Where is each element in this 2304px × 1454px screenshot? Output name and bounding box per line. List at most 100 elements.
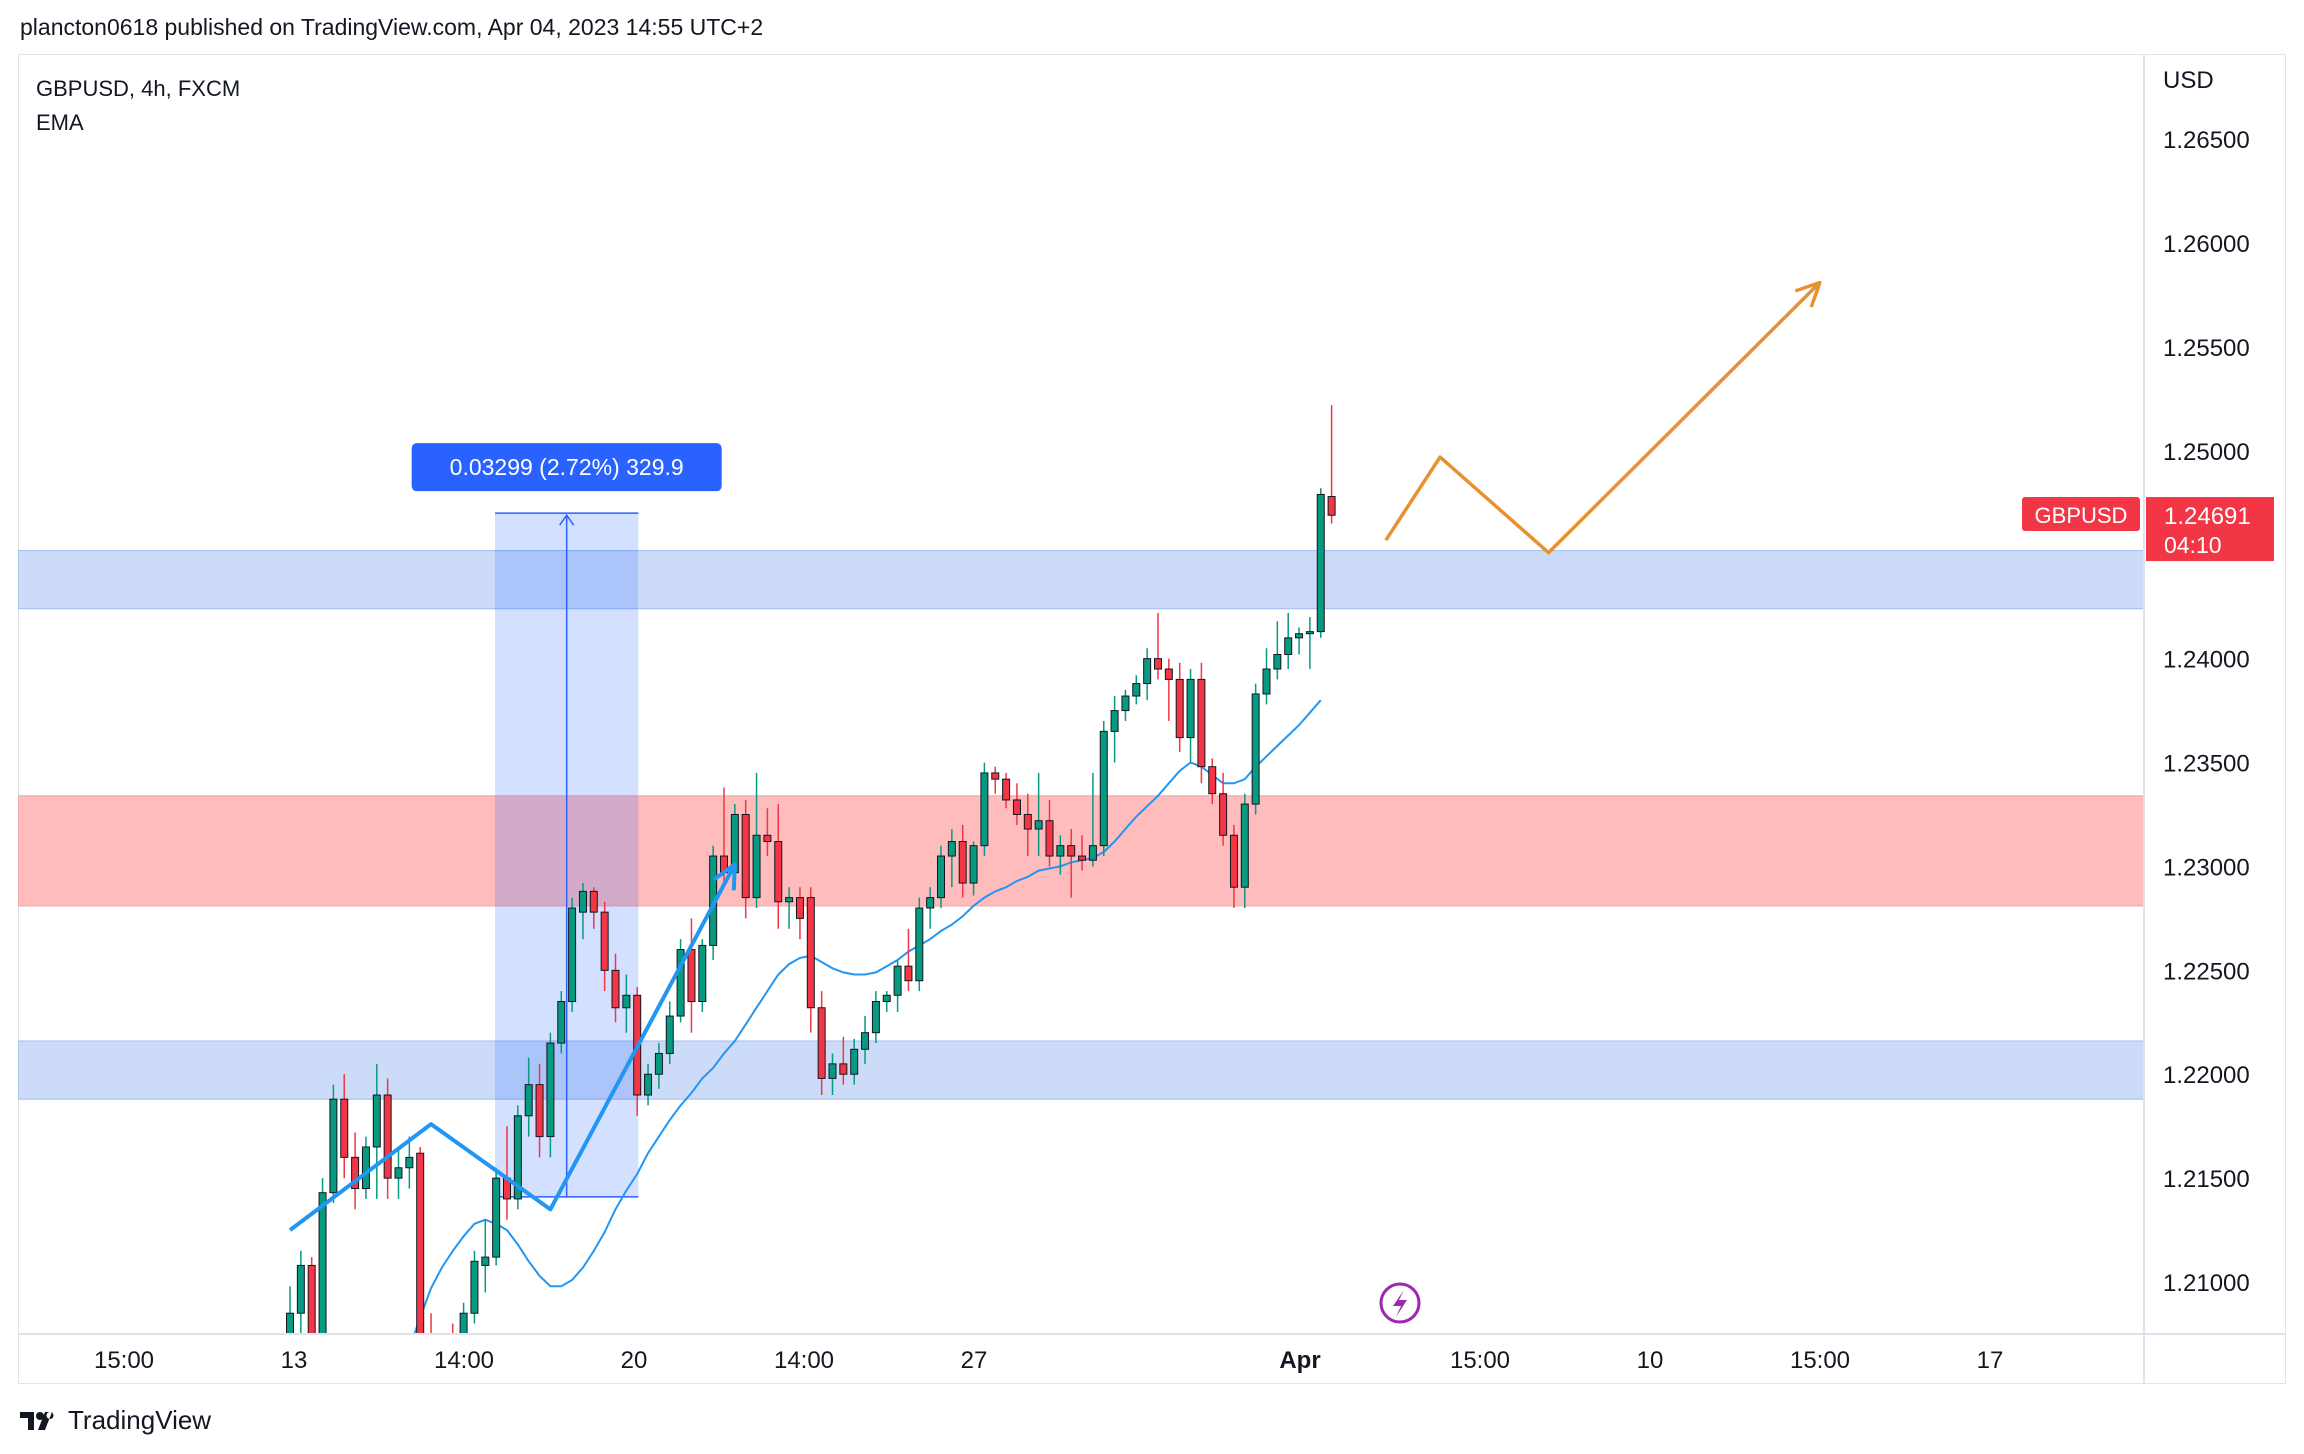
candle[interactable] xyxy=(524,1057,533,1137)
candle[interactable] xyxy=(1154,612,1162,680)
candle[interactable] xyxy=(1175,662,1184,753)
candle[interactable] xyxy=(578,883,587,940)
candle[interactable] xyxy=(1002,772,1011,809)
lightning-event-icon[interactable] xyxy=(1379,1282,1421,1324)
candle[interactable] xyxy=(752,772,761,908)
candle[interactable] xyxy=(980,762,989,857)
candle[interactable] xyxy=(882,991,891,1012)
candle[interactable] xyxy=(1262,648,1271,705)
candle[interactable] xyxy=(969,841,978,896)
candle[interactable] xyxy=(1251,683,1260,815)
candle[interactable] xyxy=(1078,835,1087,871)
candle[interactable] xyxy=(676,939,685,1023)
candle[interactable] xyxy=(546,1032,555,1158)
candle[interactable] xyxy=(351,1132,360,1210)
candle[interactable] xyxy=(481,1219,490,1293)
candle[interactable] xyxy=(741,799,750,919)
candle[interactable] xyxy=(428,1313,435,1386)
candle[interactable] xyxy=(296,1250,305,1345)
candle[interactable] xyxy=(665,1001,674,1064)
candle[interactable] xyxy=(1316,488,1325,638)
candle[interactable] xyxy=(915,897,924,992)
candle[interactable] xyxy=(1208,758,1217,805)
candle[interactable] xyxy=(861,1016,870,1064)
candle[interactable] xyxy=(557,991,566,1054)
candle[interactable] xyxy=(654,1043,663,1089)
candle[interactable] xyxy=(1023,793,1032,857)
candle[interactable] xyxy=(871,991,880,1044)
candle[interactable] xyxy=(470,1250,479,1324)
ema-line[interactable] xyxy=(377,699,1322,1421)
candle[interactable] xyxy=(1034,772,1043,857)
candle[interactable] xyxy=(1121,689,1130,721)
candle[interactable] xyxy=(850,1038,859,1085)
candle[interactable] xyxy=(644,1063,653,1106)
candle[interactable] xyxy=(1284,612,1293,670)
candle[interactable] xyxy=(1197,662,1206,784)
candle[interactable] xyxy=(1229,824,1238,908)
candle[interactable] xyxy=(600,901,609,992)
candle[interactable] xyxy=(1305,617,1314,670)
candle[interactable] xyxy=(1219,772,1228,846)
candle[interactable] xyxy=(611,953,620,1023)
candle[interactable] xyxy=(286,1286,294,1427)
candle[interactable] xyxy=(817,991,826,1096)
candle[interactable] xyxy=(1088,772,1097,867)
upper-support-zone[interactable] xyxy=(18,550,2144,610)
candle[interactable] xyxy=(1295,627,1304,655)
candle[interactable] xyxy=(991,766,1000,794)
candle[interactable] xyxy=(926,887,935,929)
candle[interactable] xyxy=(329,1084,338,1204)
price-scale[interactable]: USD 1.26500 1.26000 1.25500 1.25000 1.24000 1.… xyxy=(2163,67,2250,1297)
candle[interactable] xyxy=(1067,829,1076,898)
candle[interactable] xyxy=(1186,669,1195,763)
candle[interactable] xyxy=(535,1063,544,1158)
candle[interactable] xyxy=(1045,799,1054,867)
ema-indicator-label[interactable]: EMA xyxy=(36,110,84,135)
candle[interactable] xyxy=(405,1136,414,1189)
candle[interactable] xyxy=(1273,621,1282,680)
candle[interactable] xyxy=(1327,405,1336,524)
candle[interactable] xyxy=(1012,783,1021,825)
candle[interactable] xyxy=(937,845,945,908)
orange-projection-path[interactable] xyxy=(1384,281,1822,555)
candle[interactable] xyxy=(1099,720,1108,857)
candle[interactable] xyxy=(1143,648,1152,701)
resistance-zone[interactable] xyxy=(18,795,2144,907)
candle[interactable] xyxy=(372,1063,381,1199)
candle[interactable] xyxy=(589,887,598,929)
candle[interactable] xyxy=(459,1302,468,1397)
candle[interactable] xyxy=(687,918,696,1033)
candle[interactable] xyxy=(698,939,707,1012)
candle[interactable] xyxy=(893,959,902,1012)
candle[interactable] xyxy=(763,808,772,857)
plot-area[interactable] xyxy=(18,280,2144,1428)
candle[interactable] xyxy=(513,1105,522,1210)
candle[interactable] xyxy=(416,1146,425,1365)
candle[interactable] xyxy=(1056,835,1065,875)
candle[interactable] xyxy=(785,887,794,929)
blue-impulse-path[interactable] xyxy=(288,863,737,1232)
lower-support-zone[interactable] xyxy=(18,1040,2144,1100)
candle[interactable] xyxy=(774,804,783,929)
candle[interactable] xyxy=(361,1136,370,1199)
measure-label[interactable]: 0.03299 (2.72%) 329.9 xyxy=(411,443,722,492)
candle[interactable] xyxy=(622,974,631,1033)
candle[interactable] xyxy=(1110,696,1119,763)
candle[interactable] xyxy=(795,887,804,940)
candle[interactable] xyxy=(307,1257,316,1365)
candle[interactable] xyxy=(1164,658,1173,721)
candle[interactable] xyxy=(1240,793,1249,908)
candle[interactable] xyxy=(839,1036,848,1085)
candle[interactable] xyxy=(383,1078,392,1199)
candle[interactable] xyxy=(904,928,913,992)
candle[interactable] xyxy=(806,887,815,1033)
candle[interactable] xyxy=(568,897,577,1012)
candle[interactable] xyxy=(492,1167,501,1266)
candle[interactable] xyxy=(828,1053,837,1096)
candle[interactable] xyxy=(1132,675,1141,705)
candle[interactable] xyxy=(958,824,967,898)
candle[interactable] xyxy=(394,1146,403,1199)
